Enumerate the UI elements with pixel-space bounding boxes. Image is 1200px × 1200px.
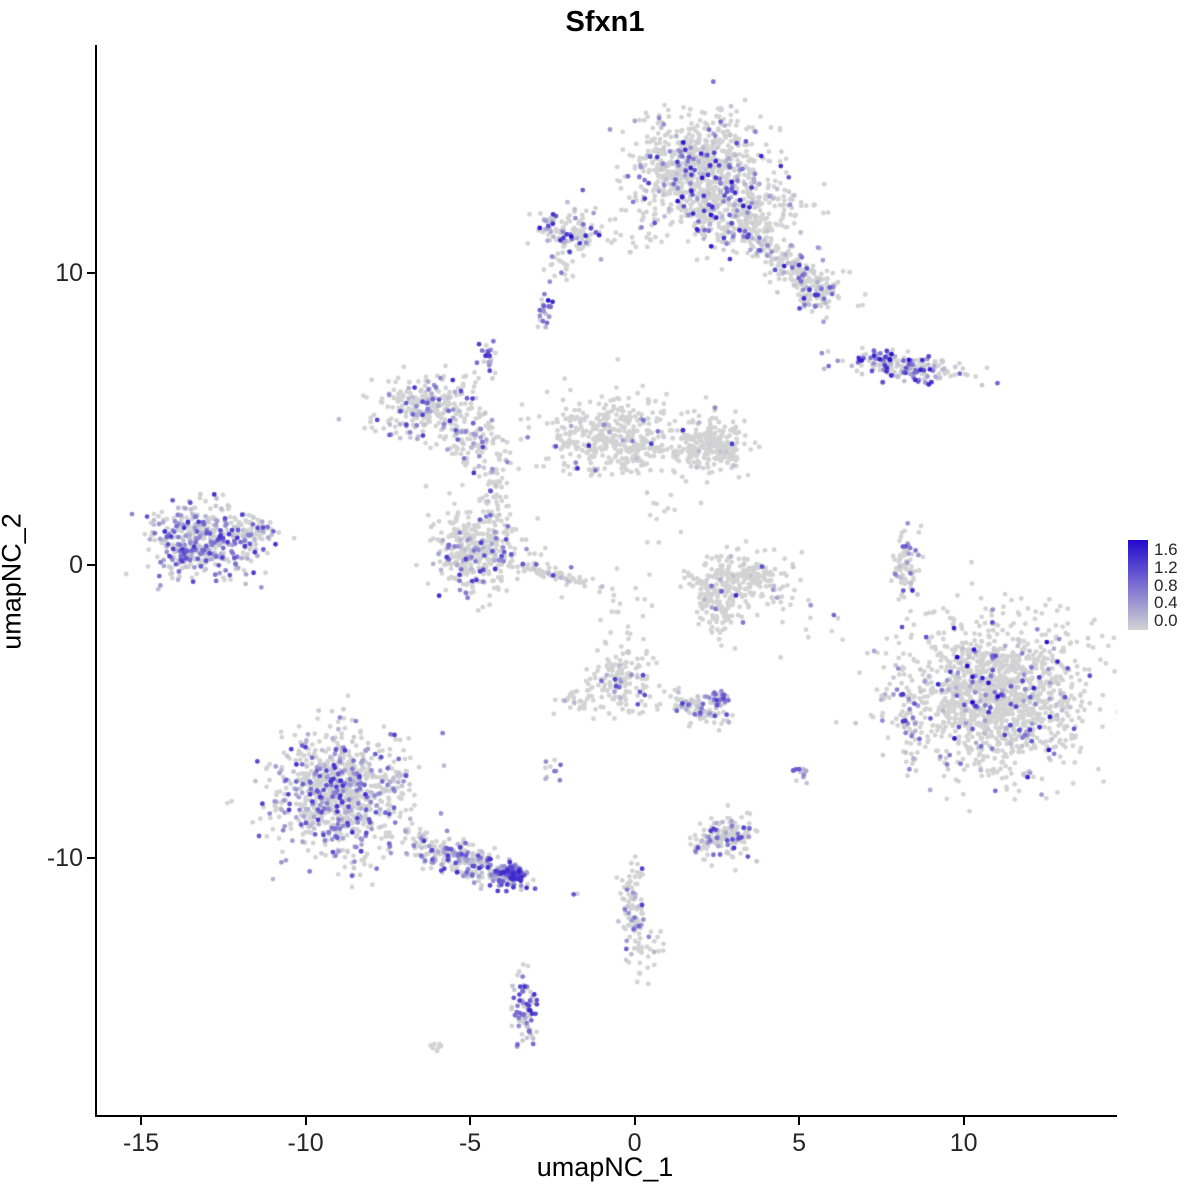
legend-tick-label: 1.2 [1154,557,1178,577]
y-tick-label: 0 [69,551,83,580]
legend-labels: 1.6 1.2 0.8 0.4 0.0 [1154,541,1178,629]
y-tick-mark [87,564,95,567]
x-tick-mark [140,1117,143,1125]
x-tick-mark [962,1117,965,1125]
legend-tick-label: 0.0 [1154,611,1178,630]
x-tick-label: -10 [287,1129,324,1157]
y-axis-label: umapNC_2 [0,513,27,650]
x-tick-mark [469,1117,472,1125]
x-tick-label: 10 [949,1129,978,1157]
x-tick-mark [633,1117,636,1125]
scatter-canvas [97,45,1117,1115]
x-tick-label: -5 [458,1129,482,1157]
x-tick-mark [798,1117,801,1125]
legend-tick-label: 1.6 [1154,540,1178,559]
plot-title: Sfxn1 [565,6,645,38]
x-tick-label: 5 [792,1129,807,1157]
plot-area [95,45,1117,1117]
x-tick-label: 0 [627,1129,642,1157]
x-tick-mark [304,1117,307,1125]
y-tick-mark [87,272,95,275]
legend-tick-label: 0.4 [1154,593,1178,613]
y-tick-label: -10 [46,843,83,872]
x-axis-label: umapNC_1 [536,1152,674,1182]
x-tick-label: -15 [122,1129,160,1157]
legend-tick-label: 0.8 [1154,575,1178,595]
y-tick-label: 10 [55,259,83,288]
y-tick-mark [87,856,95,859]
legend-gradient-bar [1128,540,1148,630]
